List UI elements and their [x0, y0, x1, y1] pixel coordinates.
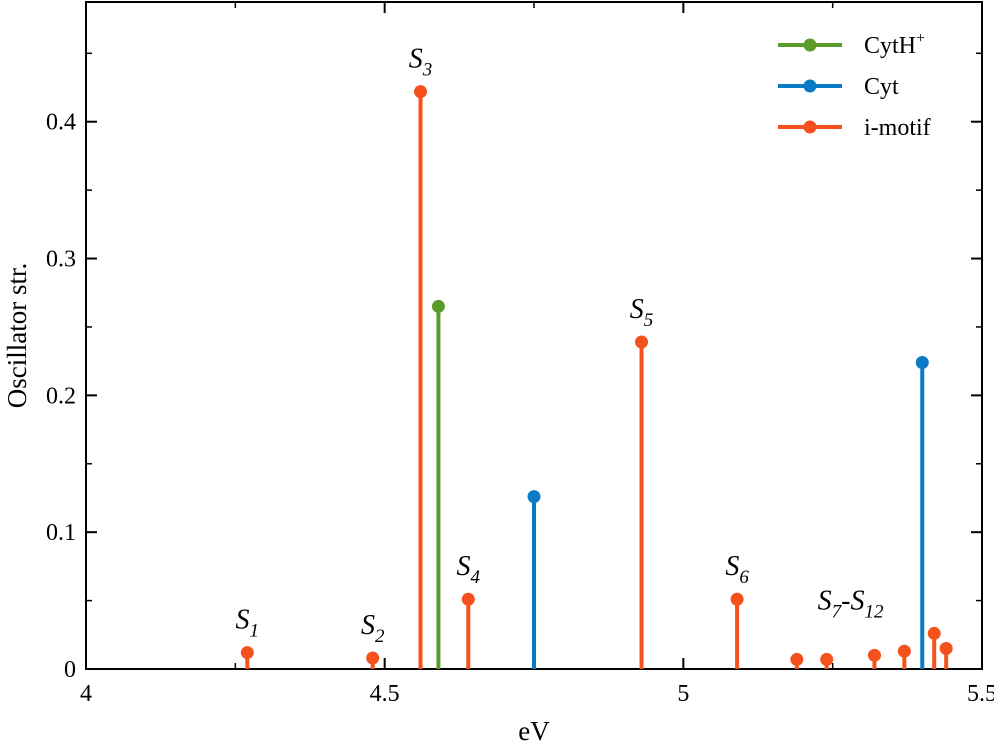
stem-marker [820, 652, 834, 666]
legend-marker [803, 79, 817, 93]
legend-entry: i-motif [778, 115, 931, 141]
series-cyth [431, 299, 445, 669]
peak-label-s7: S7-S12 [818, 585, 884, 622]
legend: CytH+ Cyt i-motif [778, 30, 931, 141]
y-tick-label: 0.1 [46, 520, 76, 546]
stem-marker [867, 648, 881, 662]
stem-marker [635, 335, 649, 349]
stem-marker [939, 641, 953, 655]
axis-ticks [85, 2, 983, 670]
stem-marker [240, 646, 254, 660]
peak-label-s5: S5 [630, 294, 654, 331]
stems [240, 85, 953, 669]
legend-entry: Cyt [778, 74, 899, 100]
stem-marker [915, 356, 929, 370]
stem-marker [366, 651, 380, 665]
peak-label-s6: S6 [725, 551, 749, 588]
axis-tick-labels: 4 4.5 5 5.5 0 0.1 0.2 0.3 0.4 [46, 110, 994, 707]
y-tick-label: 0 [64, 657, 76, 683]
peak-label-s4: S4 [457, 551, 481, 588]
peak-label-s3: S3 [409, 44, 433, 81]
y-axis-title: Oscillator str. [2, 263, 32, 408]
stem-marker [730, 592, 744, 606]
series-cyt [527, 356, 929, 669]
stem-marker [431, 299, 445, 313]
stem-marker [790, 652, 804, 666]
peak-label-s2: S2 [361, 610, 385, 647]
peak-labels: S1 S2 S3 S4 S5 S6 S7-S12 [236, 44, 884, 647]
legend-marker [803, 38, 817, 52]
legend-marker [803, 120, 817, 134]
y-tick-label: 0.2 [46, 383, 76, 409]
stem-marker [897, 644, 911, 658]
peak-label-s1: S1 [236, 605, 260, 642]
legend-label: CytH+ [864, 30, 925, 59]
y-tick-label: 0.3 [46, 247, 76, 273]
x-axis-title: eV [518, 716, 550, 746]
x-tick-label: 4 [80, 681, 92, 707]
stem-marker [414, 85, 428, 99]
x-tick-label: 4.5 [370, 681, 400, 707]
legend-label: i-motif [864, 115, 931, 141]
legend-entry: CytH+ [778, 30, 925, 59]
y-tick-label: 0.4 [46, 110, 76, 136]
series-i-motif [240, 85, 953, 669]
stem-marker [927, 626, 941, 640]
x-tick-label: 5.5 [967, 681, 994, 707]
stem-marker [527, 490, 541, 504]
stem-marker [461, 592, 475, 606]
legend-label: Cyt [864, 74, 899, 100]
x-tick-label: 5 [677, 681, 689, 707]
